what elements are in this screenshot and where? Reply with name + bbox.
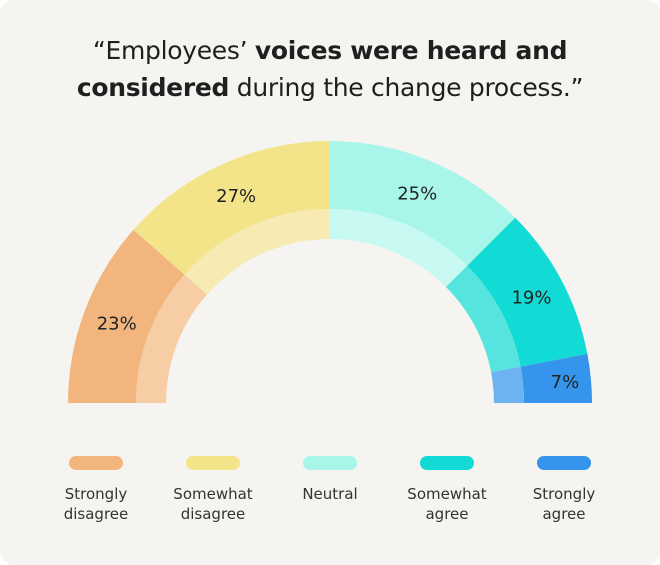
data-label: 7% [551,372,580,393]
chart-title: “Employees’ voices were heard and consid… [0,32,660,106]
title-segment: considered [76,73,230,102]
legend-swatch [303,456,357,470]
legend-swatch [537,456,591,470]
segment-strongly-agree [520,353,592,403]
inner-segment [330,209,468,288]
segment-neutral [330,141,516,266]
segment-somewhat-agree [467,217,588,367]
legend-item: Somewhat disagree [153,456,273,524]
inner-segment [491,366,524,403]
legend-label: Strongly [64,485,128,503]
segment-strongly-disagree [68,229,185,403]
data-label: 23% [97,313,137,334]
data-label: 19% [511,287,551,308]
legend-swatch [420,456,474,470]
legend-label: disagree [180,505,246,523]
legend-swatch [186,456,240,470]
inner-segment [136,274,207,403]
legend-label: Somewhat [407,485,487,503]
legend-item: Strongly agree [504,456,624,524]
legend-label: Somewhat [173,485,253,503]
title-segment: voices were heard and [254,36,568,65]
legend-item: Strongly disagree [36,456,156,524]
data-label: 25% [397,183,437,204]
legend-label: Neutral [302,485,358,503]
legend-item: Somewhat agree [387,456,507,524]
segment-somewhat-disagree [133,141,330,275]
data-label: 27% [216,186,256,207]
legend-label: agree [542,505,586,523]
legend-label: Strongly [532,485,596,503]
legend-label: agree [425,505,469,523]
legend-item: Neutral [270,456,390,504]
title-line-1: “Employees’ voices were heard and [0,32,660,69]
title-segment: “Employees’ [92,36,255,65]
inner-segment [184,209,330,295]
title-line-2: considered during the change process.” [0,69,660,106]
inner-segment [445,265,521,373]
legend-label: disagree [63,505,129,523]
title-segment: during the change process.” [229,73,584,102]
legend-swatch [69,456,123,470]
